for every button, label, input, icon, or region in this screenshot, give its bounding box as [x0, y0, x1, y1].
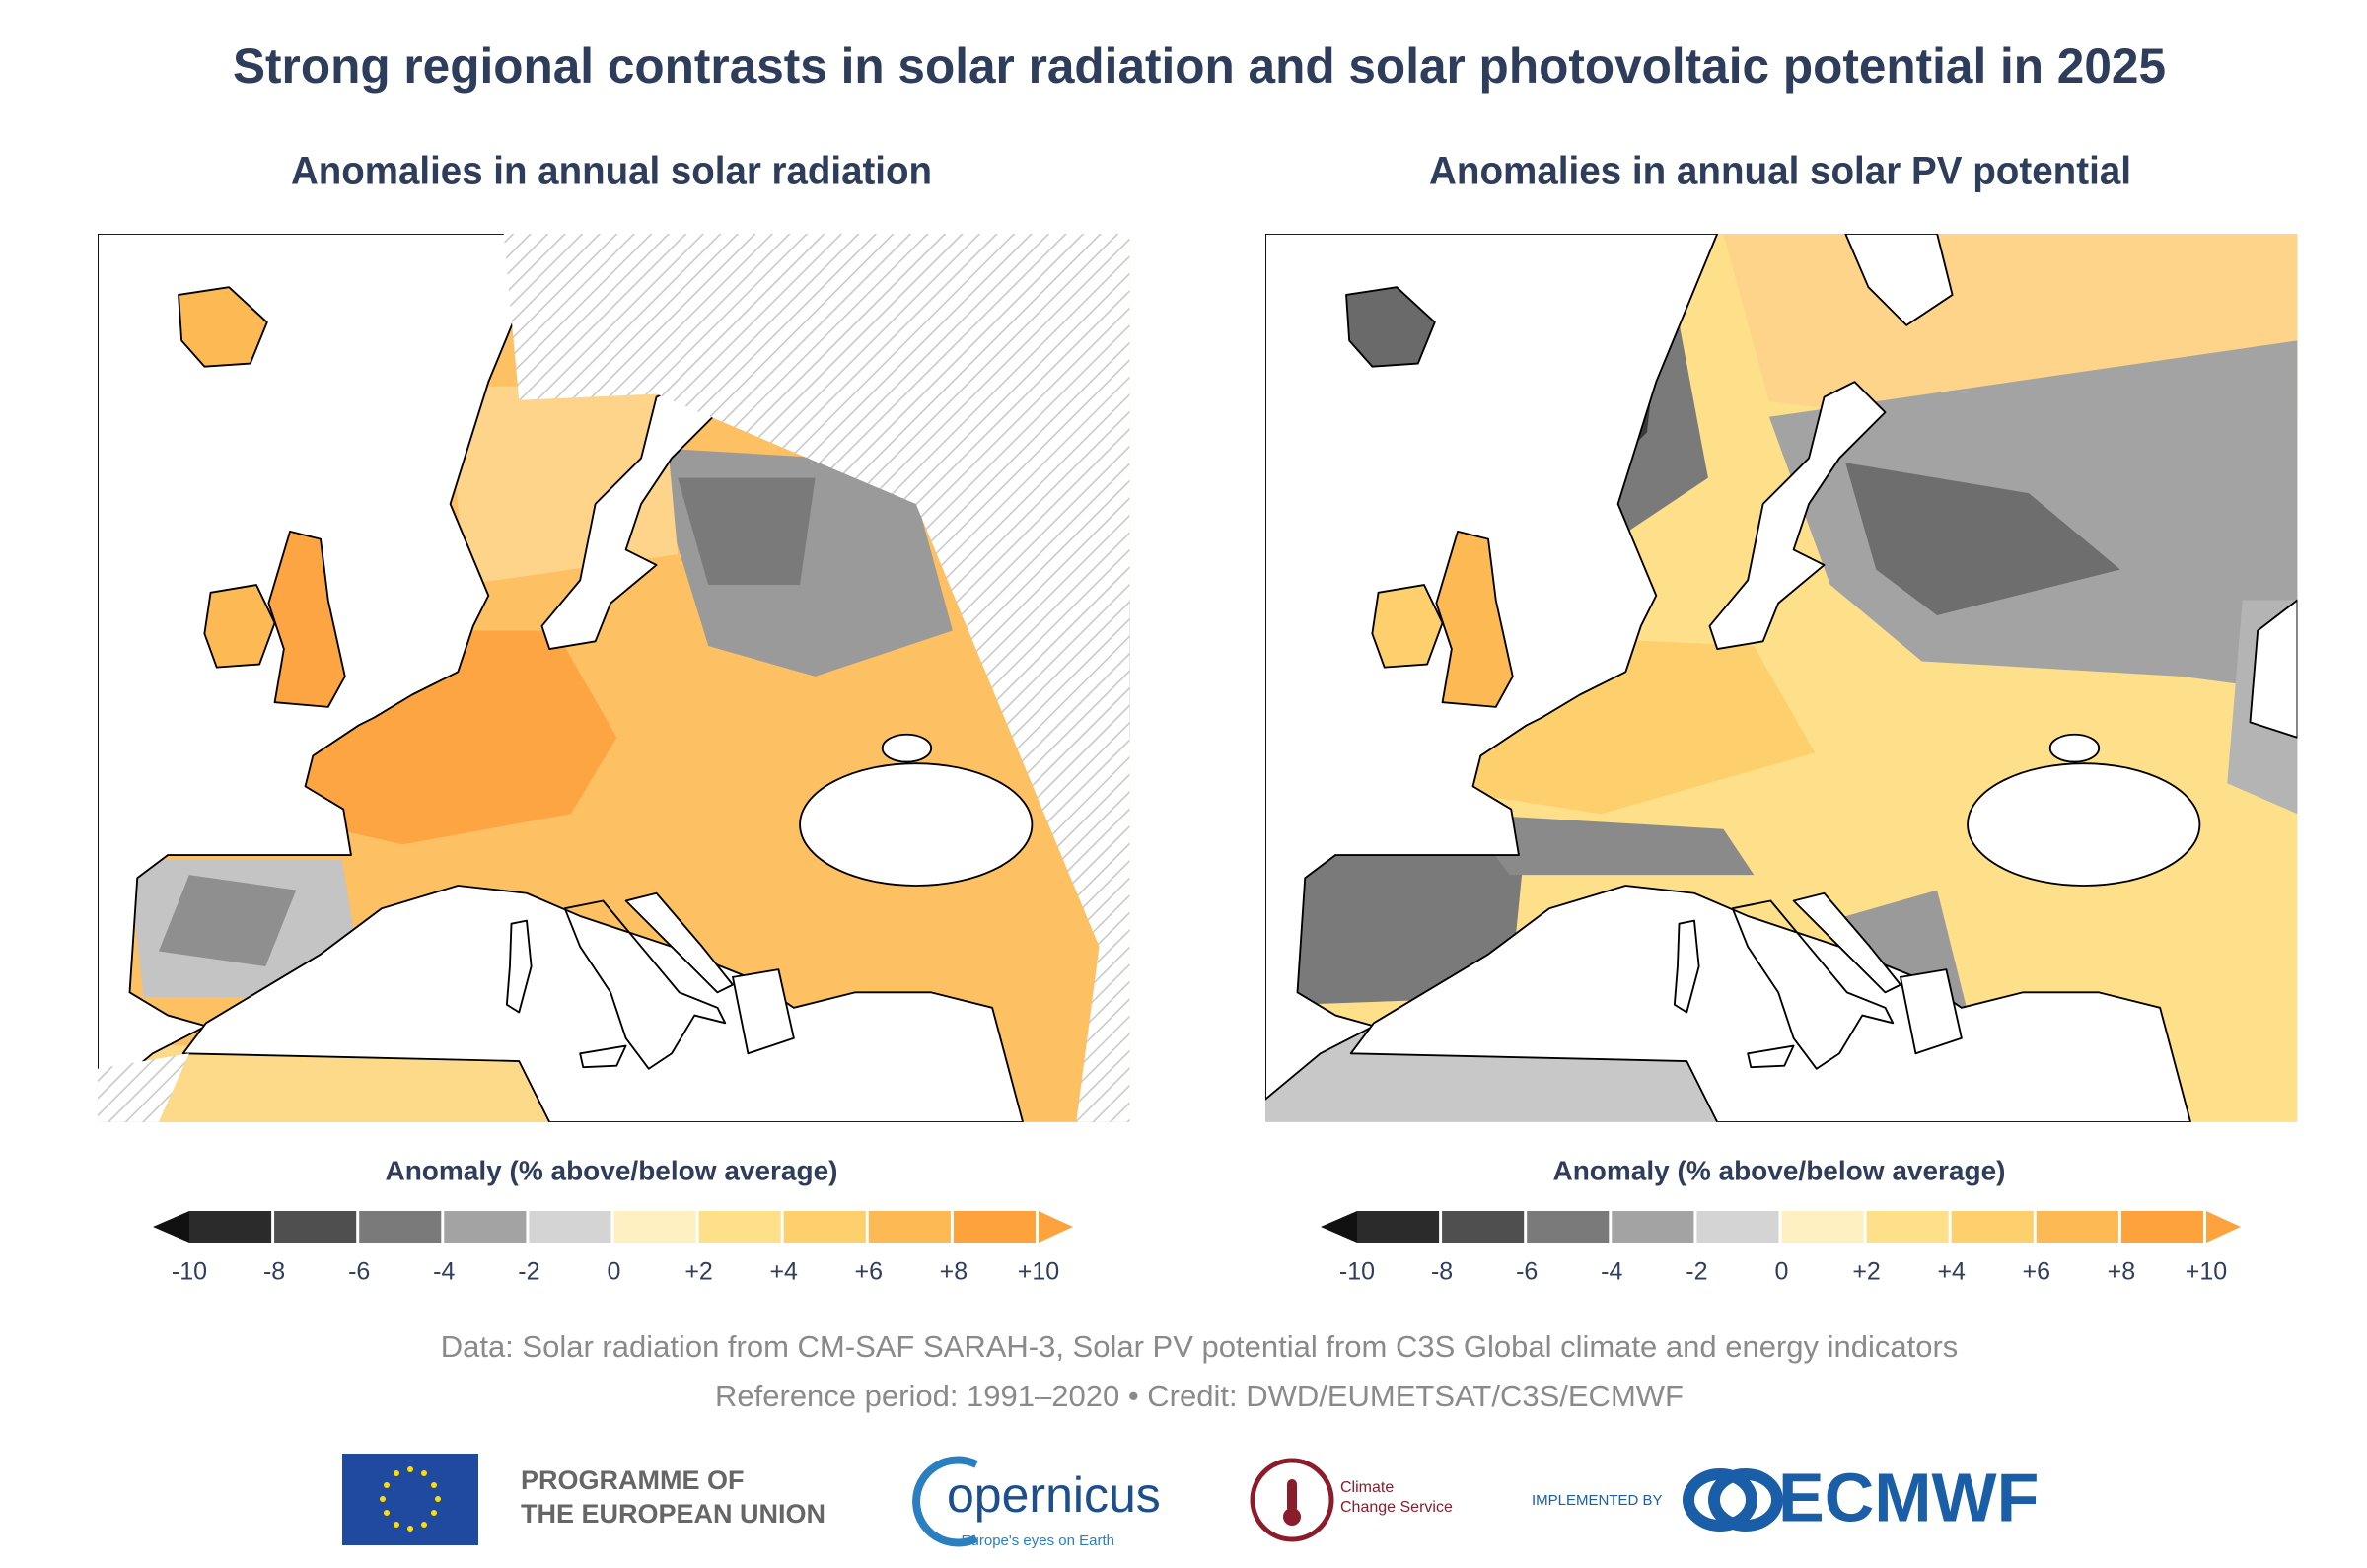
colorbar-tick-label: 0 [608, 1258, 621, 1286]
colorbar-tick-label: +4 [1937, 1258, 1966, 1286]
colorbar-under [1321, 1211, 1357, 1243]
map-solar-pv [1265, 234, 2298, 1122]
logo-text: PROGRAMME OF [521, 1465, 745, 1495]
colorbar-tick-label: -2 [1686, 1258, 1707, 1286]
colorbar-bin [698, 1211, 781, 1243]
colorbar-tick-label: +2 [684, 1258, 713, 1286]
colorbar-bin [189, 1211, 272, 1243]
colorbar-bin [274, 1211, 357, 1243]
colorbar-bin [444, 1211, 527, 1243]
ecmwf-logo: IMPLEMENTED BY ECMWF [1532, 1459, 2039, 1535]
colorbar-tick-label: 0 [1775, 1258, 1789, 1286]
colorbar-tick-label: +10 [2186, 1258, 2227, 1286]
colorbar-bin [868, 1211, 951, 1243]
colorbar-tick-label: -6 [1516, 1258, 1538, 1286]
colorbar-tick-label: +6 [855, 1258, 884, 1286]
colorbar-bin [2120, 1211, 2203, 1243]
logo-text: Climate [1340, 1479, 1394, 1496]
logo-text: Change Service [1340, 1499, 1453, 1516]
logo-text: opernicus [947, 1467, 1161, 1523]
colorbar-tick-label: +8 [2108, 1258, 2136, 1286]
colorbar-bin [613, 1211, 696, 1243]
copernicus-logo: opernicus Europe's eyes on Earth [912, 1456, 1161, 1549]
logo-text: ECMWF [1778, 1459, 2039, 1535]
colorbar-bin [783, 1211, 866, 1243]
colorbars: Anomaly (% above/below average) -10 -8 -6 -4… [153, 1155, 2241, 1286]
colorbar-tick-label: +10 [1018, 1258, 1059, 1286]
colorbar-tick-label: -8 [1431, 1258, 1453, 1286]
colorbar-tick-label: +2 [1852, 1258, 1881, 1286]
colorbar-bin [1951, 1211, 2034, 1243]
colorbar-tick-label: -10 [1339, 1258, 1375, 1286]
logo-text: IMPLEMENTED BY [1532, 1492, 1663, 1509]
colorbar-bin [1442, 1211, 1525, 1243]
colorbar-bin [529, 1211, 611, 1243]
colorbar-tick-label: +4 [769, 1258, 798, 1286]
colorbar-tick-label: -8 [263, 1258, 285, 1286]
colorbar-tick-label: -4 [1601, 1258, 1622, 1286]
c3s-logo: Climate Change Service [1250, 1458, 1453, 1542]
colorbar-bin [1696, 1211, 1779, 1243]
title: Strong regional contrasts in solar radia… [233, 38, 2166, 94]
colorbar-tick-label: -2 [518, 1258, 539, 1286]
colorbar-bin [1527, 1211, 1610, 1243]
panel-subtitle: Anomalies in annual solar radiation [291, 150, 932, 193]
colorbar-over [2206, 1211, 2241, 1243]
data-note: Data: Solar radiation from CM-SAF SARAH-… [441, 1329, 1959, 1364]
colorbar-bin [359, 1211, 442, 1243]
colorbar-bin [1866, 1211, 1949, 1243]
credit: Reference period: 1991–2020 • Credit: DW… [715, 1379, 1684, 1413]
logo-text: THE EUROPEAN UNION [521, 1499, 825, 1529]
colorbar-tick-label: +8 [940, 1258, 968, 1286]
map-solar-radiation [98, 234, 1130, 1122]
colorbar-tick-label: -4 [433, 1258, 455, 1286]
colorbar-label: Anomaly (% above/below average) [385, 1155, 837, 1185]
colorbar-tick-label: -10 [172, 1258, 207, 1286]
eu-logo: PROGRAMME OF THE EUROPEAN UNION [342, 1454, 825, 1545]
colorbar-bin [1612, 1211, 1694, 1243]
colorbar-bin [2036, 1211, 2118, 1243]
panel-subtitle: Anomalies in annual solar PV potential [1429, 150, 2131, 193]
colorbar-under [153, 1211, 189, 1243]
colorbar-tick-label: -6 [348, 1258, 370, 1286]
colorbar-label: Anomaly (% above/below average) [1552, 1155, 2005, 1185]
colorbar-tick-label: +6 [2023, 1258, 2051, 1286]
colorbar-over [1039, 1211, 1073, 1243]
colorbar-bin [953, 1211, 1036, 1243]
logo-text: Europe's eyes on Earth [962, 1532, 1114, 1549]
colorbar-bin [1357, 1211, 1440, 1243]
colorbar-bin [1781, 1211, 1864, 1243]
